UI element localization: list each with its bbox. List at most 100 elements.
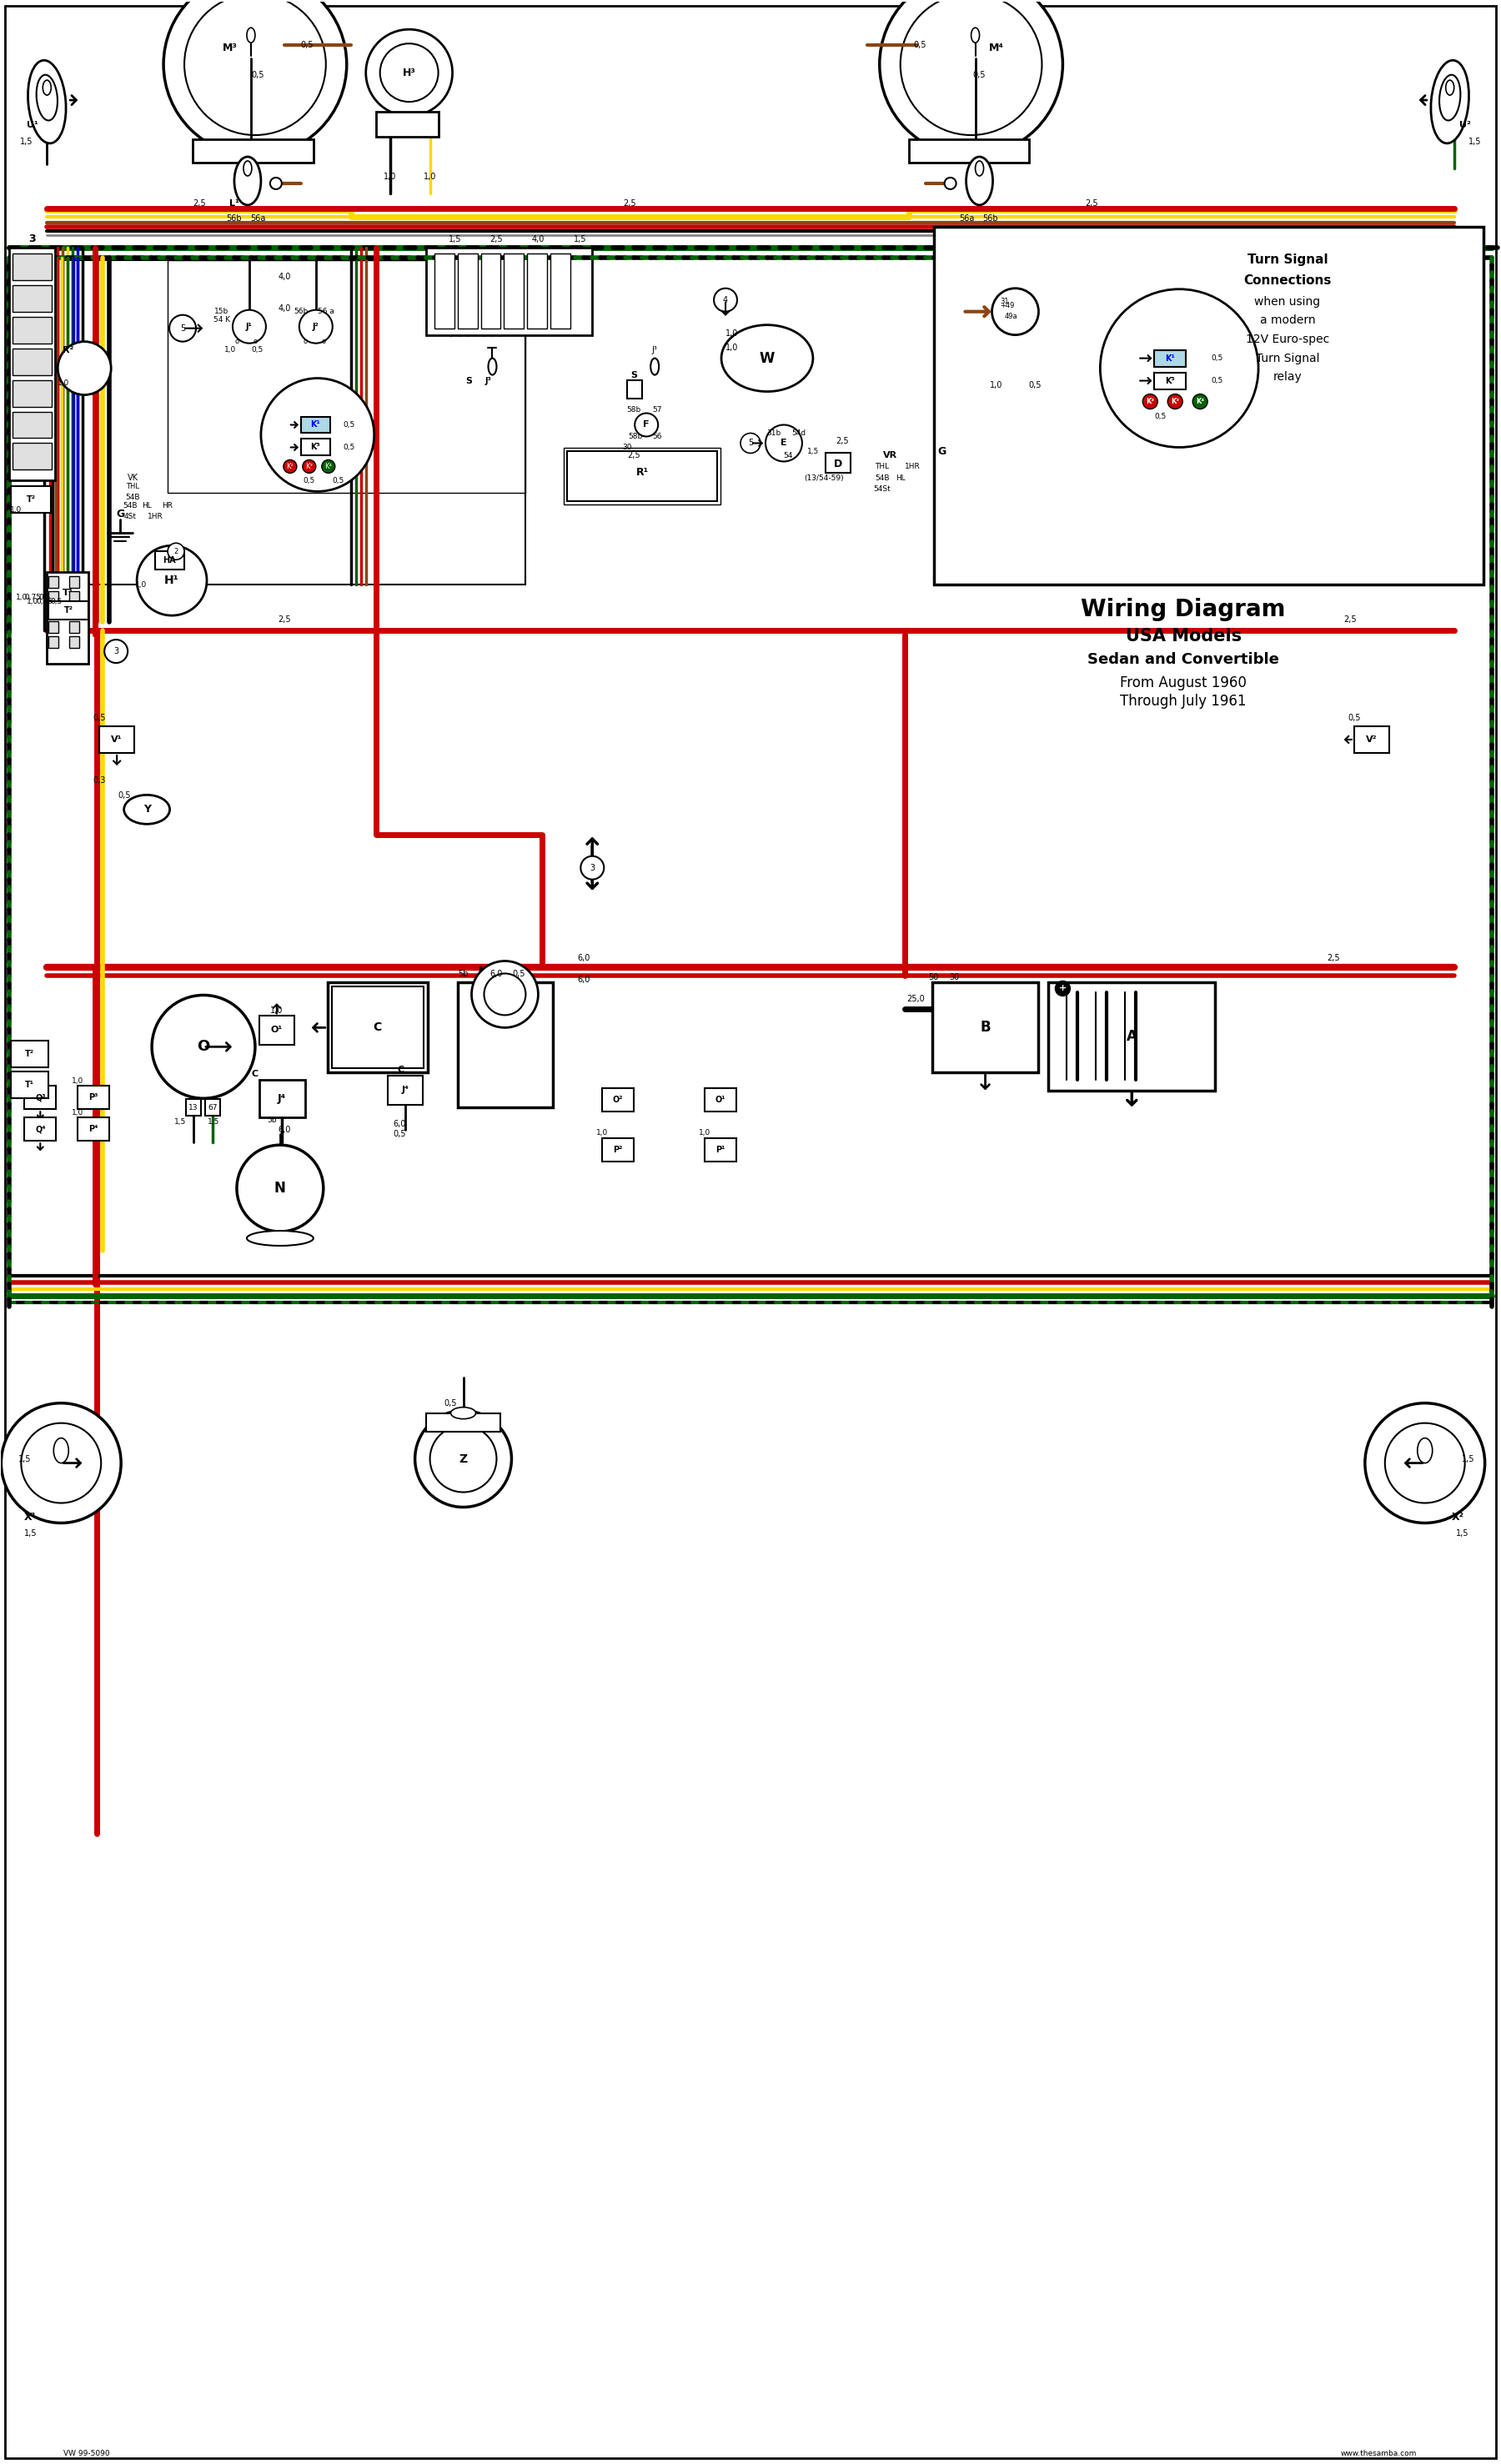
Circle shape — [471, 961, 539, 1027]
Circle shape — [635, 414, 657, 436]
Text: 1,0: 1,0 — [989, 382, 1003, 389]
Text: P¹: P¹ — [716, 1146, 725, 1153]
Bar — [551, 254, 570, 328]
Text: 1,5: 1,5 — [24, 1530, 36, 1538]
Bar — [332, 986, 423, 1069]
Text: 0,5: 0,5 — [344, 444, 356, 451]
Bar — [14, 315, 53, 342]
Text: 3: 3 — [29, 234, 36, 244]
Text: 56 a: 56 a — [318, 308, 335, 315]
Text: K²: K² — [287, 463, 294, 471]
Circle shape — [714, 288, 737, 310]
Circle shape — [233, 310, 266, 342]
Text: 0,5: 0,5 — [1211, 355, 1223, 362]
Text: 1,5: 1,5 — [1468, 138, 1481, 145]
Text: K⁵: K⁵ — [311, 444, 320, 451]
Text: 54B: 54B — [123, 503, 138, 510]
Text: Sedan and Convertible: Sedan and Convertible — [1088, 653, 1279, 668]
Bar — [48, 636, 59, 648]
Text: D: D — [833, 458, 842, 468]
Text: HA: HA — [162, 557, 176, 564]
Text: T³: T³ — [63, 589, 74, 596]
Text: 1,5: 1,5 — [1456, 1530, 1469, 1538]
Text: L¹: L¹ — [230, 200, 239, 207]
Bar — [69, 621, 80, 633]
Text: 1,0: 1,0 — [11, 505, 23, 513]
Ellipse shape — [125, 796, 170, 823]
Text: 1,0: 1,0 — [423, 172, 437, 180]
Text: 1HR: 1HR — [147, 513, 164, 520]
Text: A: A — [1126, 1030, 1138, 1045]
Text: when using: when using — [1255, 296, 1321, 308]
Text: +: + — [1058, 983, 1067, 993]
Text: E: E — [781, 439, 787, 448]
Text: 58b: 58b — [629, 434, 642, 441]
Text: 2,5: 2,5 — [192, 200, 206, 207]
Circle shape — [2, 1402, 122, 1523]
Bar — [47, 572, 89, 663]
Text: B: B — [980, 1020, 991, 1035]
Bar — [602, 1138, 633, 1161]
Circle shape — [137, 545, 207, 616]
Bar — [458, 254, 477, 328]
Text: 54St: 54St — [874, 485, 890, 493]
Text: 0,5: 0,5 — [1154, 414, 1166, 421]
Circle shape — [766, 424, 802, 461]
Text: 54: 54 — [784, 451, 793, 458]
Bar — [48, 606, 59, 618]
Bar — [69, 591, 80, 604]
Text: Y: Y — [143, 803, 150, 816]
Text: Through July 1961: Through July 1961 — [1120, 695, 1247, 710]
Ellipse shape — [976, 160, 983, 175]
Circle shape — [1100, 288, 1258, 448]
Text: 4: 4 — [723, 296, 728, 303]
Circle shape — [901, 0, 1042, 136]
Circle shape — [57, 342, 111, 394]
Circle shape — [164, 0, 347, 155]
Text: P²: P² — [614, 1146, 623, 1153]
Ellipse shape — [1439, 74, 1460, 121]
Text: 50: 50 — [929, 973, 938, 981]
Text: 67: 67 — [207, 1104, 218, 1111]
Bar — [14, 444, 53, 471]
Ellipse shape — [246, 1230, 314, 1247]
Text: 0,5: 0,5 — [444, 1400, 458, 1407]
Text: Wiring Diagram: Wiring Diagram — [1081, 599, 1286, 621]
Text: Turn Signal: Turn Signal — [1247, 254, 1328, 266]
Text: M⁴: M⁴ — [989, 42, 1004, 54]
Text: 1,0: 1,0 — [57, 379, 69, 387]
Text: a modern: a modern — [1259, 313, 1315, 325]
Text: Turn Signal: Turn Signal — [1256, 352, 1319, 365]
Bar — [48, 591, 59, 604]
Text: 1,0: 1,0 — [699, 1129, 710, 1136]
Bar — [14, 286, 53, 310]
Text: 5: 5 — [747, 439, 754, 448]
Bar — [1354, 727, 1388, 754]
Text: 5: 5 — [180, 325, 185, 333]
Text: O: O — [197, 1040, 210, 1055]
Text: 15b: 15b — [215, 308, 230, 315]
Text: 56a: 56a — [959, 214, 974, 222]
Bar — [602, 1089, 633, 1111]
Text: 13: 13 — [189, 1104, 198, 1111]
Text: 0,5: 0,5 — [300, 42, 314, 49]
Circle shape — [105, 641, 128, 663]
Text: 2: 2 — [174, 547, 179, 554]
Ellipse shape — [450, 1407, 476, 1419]
Text: HL: HL — [896, 476, 905, 483]
Circle shape — [237, 1146, 323, 1232]
Text: 2,5: 2,5 — [1327, 954, 1340, 961]
Circle shape — [581, 855, 603, 880]
Text: N: N — [275, 1180, 285, 1195]
Text: 57: 57 — [653, 407, 662, 414]
Bar — [375, 111, 438, 138]
Text: T¹: T¹ — [26, 1082, 35, 1089]
Bar — [826, 453, 851, 473]
Text: 12V Euro-spec: 12V Euro-spec — [1246, 333, 1330, 345]
Bar — [78, 1119, 110, 1141]
Text: 2,5: 2,5 — [1085, 200, 1099, 207]
Text: K²: K² — [1145, 397, 1154, 404]
Text: U²: U² — [1459, 121, 1471, 128]
Bar — [14, 347, 53, 375]
Circle shape — [168, 542, 185, 559]
